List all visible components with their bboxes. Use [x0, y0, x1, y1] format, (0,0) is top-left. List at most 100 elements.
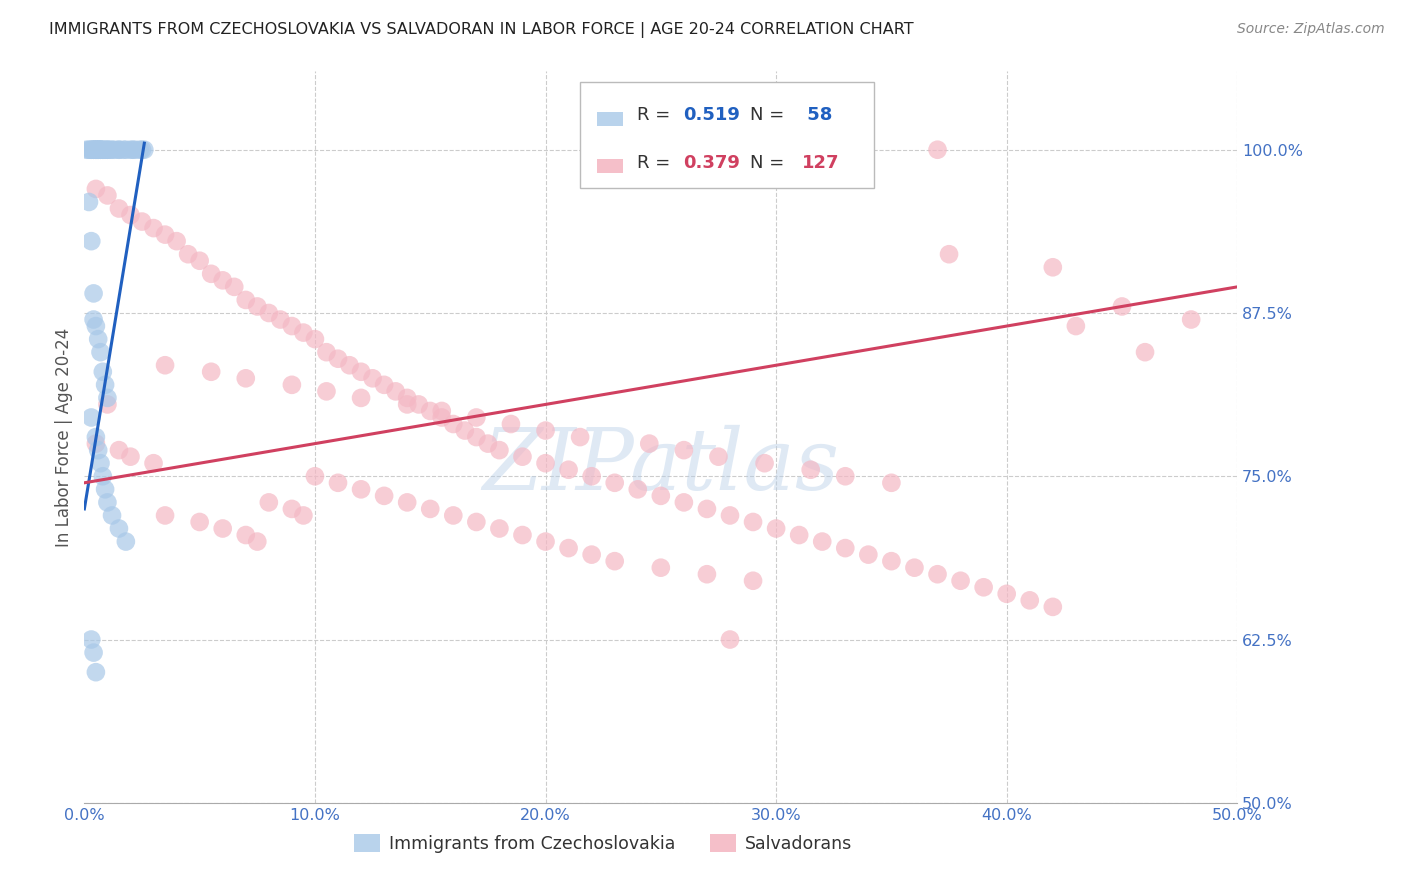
Point	[91, 365, 114, 379]
Text: 58: 58	[801, 106, 832, 124]
Point	[80, 143, 103, 157]
FancyBboxPatch shape	[598, 159, 623, 173]
Point	[120, 450, 142, 464]
Point	[281, 319, 304, 334]
Point	[811, 534, 834, 549]
Point	[84, 436, 107, 450]
Point	[87, 143, 110, 157]
Point	[94, 483, 117, 497]
Point	[454, 424, 477, 438]
Point	[96, 397, 118, 411]
Point	[124, 143, 146, 157]
Point	[77, 143, 100, 157]
Point	[101, 143, 124, 157]
Point	[91, 469, 114, 483]
Point	[281, 502, 304, 516]
Point	[465, 410, 488, 425]
Point	[83, 143, 105, 157]
Point	[211, 273, 233, 287]
Point	[880, 475, 903, 490]
Point	[754, 456, 776, 470]
Point	[80, 632, 103, 647]
Point	[441, 508, 464, 523]
Point	[718, 508, 741, 523]
Point	[108, 202, 131, 216]
Point	[91, 143, 114, 157]
Point	[834, 541, 856, 555]
Point	[315, 384, 337, 399]
FancyBboxPatch shape	[581, 82, 875, 188]
Point	[246, 300, 269, 314]
Point	[108, 143, 131, 157]
FancyBboxPatch shape	[598, 112, 623, 126]
Point	[89, 143, 111, 157]
Point	[84, 319, 107, 334]
Point	[396, 397, 419, 411]
Point	[534, 456, 557, 470]
Point	[108, 522, 131, 536]
Point	[707, 450, 730, 464]
Point	[512, 450, 534, 464]
Point	[581, 469, 603, 483]
Point	[361, 371, 384, 385]
Point	[350, 391, 373, 405]
Point	[84, 182, 107, 196]
Point	[650, 560, 672, 574]
Point	[177, 247, 200, 261]
Point	[326, 351, 349, 366]
Point	[89, 143, 111, 157]
Point	[89, 456, 111, 470]
Point	[257, 306, 280, 320]
Point	[235, 293, 257, 307]
Point	[499, 417, 522, 431]
Legend: Immigrants from Czechoslovakia, Salvadorans: Immigrants from Czechoslovakia, Salvador…	[347, 827, 859, 860]
Text: R =: R =	[637, 153, 676, 171]
Point	[131, 214, 153, 228]
Point	[84, 665, 107, 680]
Point	[80, 410, 103, 425]
Point	[96, 143, 118, 157]
Point	[257, 495, 280, 509]
Point	[87, 332, 110, 346]
Point	[292, 326, 315, 340]
Point	[973, 580, 995, 594]
Point	[134, 143, 156, 157]
Point	[153, 508, 176, 523]
Point	[91, 143, 114, 157]
Point	[89, 143, 111, 157]
Point	[87, 143, 110, 157]
Point	[995, 587, 1018, 601]
Point	[488, 443, 510, 458]
Text: N =: N =	[749, 153, 790, 171]
Point	[87, 143, 110, 157]
Point	[787, 528, 810, 542]
Point	[603, 554, 626, 568]
Point	[115, 534, 138, 549]
Point	[718, 632, 741, 647]
Point	[94, 377, 117, 392]
Point	[1111, 300, 1133, 314]
Text: R =: R =	[637, 106, 676, 124]
Point	[96, 391, 118, 405]
Point	[121, 143, 143, 157]
Point	[396, 391, 419, 405]
Point	[112, 143, 135, 157]
Point	[765, 522, 787, 536]
Point	[927, 567, 949, 582]
Point	[441, 417, 464, 431]
Point	[858, 548, 880, 562]
Point	[696, 567, 718, 582]
Point	[1042, 599, 1064, 614]
Point	[224, 280, 246, 294]
Point	[465, 430, 488, 444]
Point	[235, 371, 257, 385]
Point	[949, 574, 972, 588]
Point	[650, 489, 672, 503]
Point	[350, 365, 373, 379]
Point	[76, 143, 98, 157]
Point	[408, 397, 430, 411]
Point	[1180, 312, 1202, 326]
Point	[880, 554, 903, 568]
Point	[339, 358, 361, 372]
Text: ZIPatlas: ZIPatlas	[482, 425, 839, 508]
